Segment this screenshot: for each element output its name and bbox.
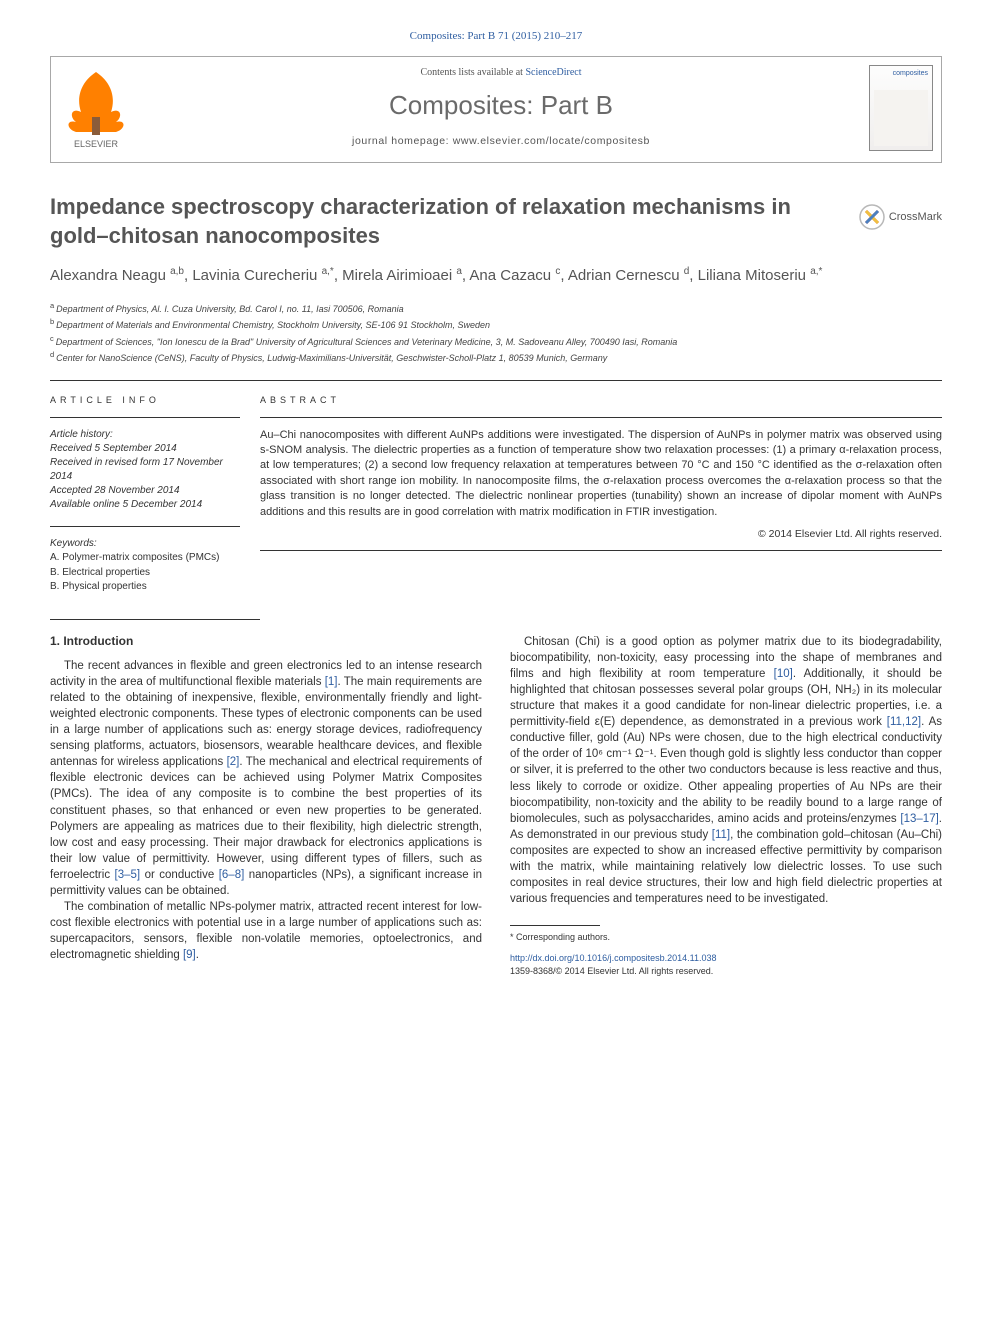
- citation-line: Composites: Part B 71 (2015) 210–217: [50, 30, 942, 42]
- corresponding-authors-note: * Corresponding authors.: [510, 932, 942, 942]
- keywords-label: Keywords:: [50, 537, 240, 552]
- journal-cover-col: composites: [861, 57, 941, 162]
- page-footer: * Corresponding authors. http://dx.doi.o…: [510, 925, 942, 977]
- homepage-url[interactable]: www.elsevier.com/locate/compositesb: [453, 135, 650, 147]
- affiliations: aDepartment of Physics, Al. I. Cuza Univ…: [50, 300, 942, 366]
- divider: [260, 550, 942, 551]
- abstract-head: ABSTRACT: [260, 395, 942, 405]
- ref-link[interactable]: [11]: [712, 829, 730, 841]
- abstract-copyright: © 2014 Elsevier Ltd. All rights reserved…: [260, 528, 942, 540]
- ref-link[interactable]: [13–17]: [900, 813, 938, 825]
- affiliation-line: dCenter for NanoScience (CeNS), Faculty …: [50, 349, 942, 366]
- article-history: Article history: Received 5 September 20…: [50, 428, 240, 512]
- crossmark-label: CrossMark: [889, 211, 942, 223]
- cover-body: [874, 90, 928, 146]
- divider: [50, 619, 260, 620]
- ref-link[interactable]: [9]: [183, 949, 196, 961]
- journal-header-middle: Contents lists available at ScienceDirec…: [141, 57, 861, 162]
- ref-link[interactable]: [11,12]: [887, 716, 921, 728]
- ref-link[interactable]: [1]: [325, 676, 338, 688]
- footnote-divider: [510, 925, 600, 926]
- ref-link[interactable]: [3–5]: [115, 869, 141, 881]
- journal-cover-thumbnail: composites: [869, 65, 933, 151]
- keywords-block: Keywords: A. Polymer-matrix composites (…: [50, 537, 240, 595]
- section-heading-intro: 1. Introduction: [50, 634, 482, 648]
- ref-link[interactable]: [2]: [227, 756, 240, 768]
- divider: [50, 526, 240, 527]
- sciencedirect-link[interactable]: ScienceDirect: [525, 67, 581, 78]
- affiliation-line: cDepartment of Sciences, "Ion Ionescu de…: [50, 333, 942, 350]
- journal-homepage: journal homepage: www.elsevier.com/locat…: [141, 135, 861, 147]
- keyword-line: A. Polymer-matrix composites (PMCs): [50, 551, 240, 566]
- article-info-head: ARTICLE INFO: [50, 395, 240, 405]
- article-title: Impedance spectroscopy characterization …: [50, 193, 942, 250]
- abstract-column: ABSTRACT Au–Chi nanocomposites with diff…: [260, 395, 942, 595]
- issn-copyright: 1359-8368/© 2014 Elsevier Ltd. All right…: [510, 966, 713, 976]
- intro-paragraph-2: The combination of metallic NPs-polymer …: [50, 899, 482, 963]
- ref-link[interactable]: [10]: [774, 668, 793, 680]
- crossmark-icon: [859, 204, 885, 230]
- doi-block: http://dx.doi.org/10.1016/j.compositesb.…: [510, 952, 942, 977]
- contents-pre: Contents lists available at: [420, 67, 525, 78]
- keyword-line: B. Electrical properties: [50, 566, 240, 581]
- crossmark-badge[interactable]: CrossMark: [859, 204, 942, 230]
- publisher-logo-col: ELSEVIER: [51, 57, 141, 162]
- journal-name: Composites: Part B: [141, 90, 861, 121]
- history-line: Received in revised form 17 November 201…: [50, 456, 240, 484]
- keyword-line: B. Physical properties: [50, 580, 240, 595]
- article-info-column: ARTICLE INFO Article history: Received 5…: [50, 395, 260, 595]
- journal-header: ELSEVIER Contents lists available at Sci…: [50, 56, 942, 163]
- intro-paragraph-1: The recent advances in flexible and gree…: [50, 658, 482, 899]
- homepage-pre: journal homepage:: [352, 135, 453, 147]
- info-abstract-row: ARTICLE INFO Article history: Received 5…: [50, 395, 942, 595]
- cover-title: composites: [893, 70, 928, 77]
- divider: [50, 380, 942, 381]
- affiliation-line: aDepartment of Physics, Al. I. Cuza Univ…: [50, 300, 942, 317]
- elsevier-logo: ELSEVIER: [61, 67, 131, 152]
- authors-line: Alexandra Neagu a,b, Lavinia Curecheriu …: [50, 264, 942, 288]
- svg-text:ELSEVIER: ELSEVIER: [74, 139, 119, 149]
- divider: [50, 417, 240, 418]
- affiliation-line: bDepartment of Materials and Environment…: [50, 316, 942, 333]
- doi-link[interactable]: http://dx.doi.org/10.1016/j.compositesb.…: [510, 953, 716, 963]
- history-line: Received 5 September 2014: [50, 442, 240, 456]
- abstract-text: Au–Chi nanocomposites with different AuN…: [260, 428, 942, 520]
- contents-available-line: Contents lists available at ScienceDirec…: [141, 67, 861, 78]
- history-line: Available online 5 December 2014: [50, 498, 240, 512]
- divider: [260, 417, 942, 418]
- history-line: Accepted 28 November 2014: [50, 484, 240, 498]
- intro-paragraph-3: Chitosan (Chi) is a good option as polym…: [510, 634, 942, 908]
- ref-link[interactable]: [6–8]: [219, 869, 245, 881]
- body-columns: 1. Introduction The recent advances in f…: [50, 634, 942, 978]
- history-label: Article history:: [50, 428, 240, 442]
